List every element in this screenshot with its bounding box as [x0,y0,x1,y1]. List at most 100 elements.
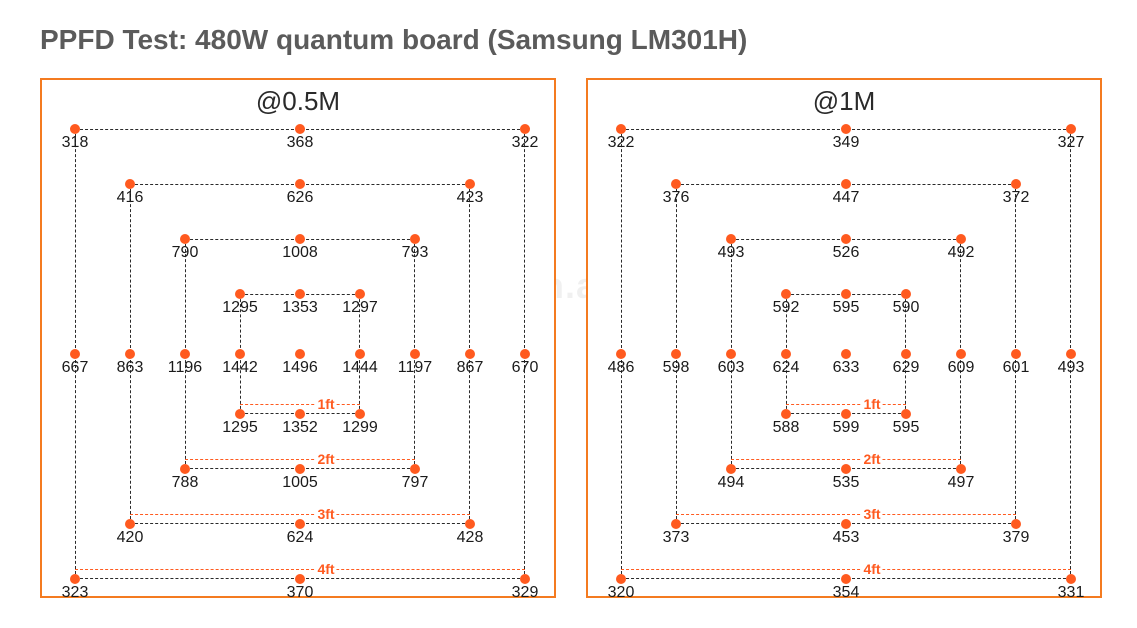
data-dot [956,234,966,244]
data-dot [295,519,305,529]
data-dot [180,464,190,474]
data-dot [841,574,851,584]
data-value: 368 [287,134,314,152]
data-value: 609 [948,359,975,377]
data-dot [1011,179,1021,189]
data-value: 1442 [222,359,258,377]
data-value: 492 [948,244,975,262]
data-dot [781,409,791,419]
panel-1m: @1M 322349327320354331486493376447372373… [586,78,1102,598]
data-value: 322 [608,134,635,152]
data-value: 486 [608,359,635,377]
data-value: 629 [893,359,920,377]
data-dot [125,349,135,359]
data-value: 1353 [282,299,318,317]
data-dot [180,349,190,359]
data-dot [295,234,305,244]
data-value: 329 [512,584,539,602]
data-dot [235,349,245,359]
data-dot [726,349,736,359]
data-value: 592 [773,299,800,317]
ft-label-4: 4ft [861,561,882,577]
panel-0-5m: @0.5M 3183683223233703296676704166264234… [40,78,556,598]
ft-line-2 [731,459,961,460]
data-value: 1005 [282,474,318,492]
data-dot [520,574,530,584]
data-value: 624 [773,359,800,377]
data-value: 590 [893,299,920,317]
data-value: 493 [1058,359,1085,377]
ft-line-2 [185,459,415,460]
data-value: 863 [117,359,144,377]
ft-label-1: 1ft [861,396,882,412]
data-value: 667 [62,359,89,377]
center-value: 633 [833,359,860,377]
data-dot [671,349,681,359]
data-value: 1197 [398,359,432,377]
data-value: 1297 [342,299,378,317]
center-dot [295,349,305,359]
data-value: 447 [833,189,860,207]
data-dot [70,349,80,359]
data-value: 379 [1003,529,1030,547]
data-value: 588 [773,419,800,437]
data-dot [295,574,305,584]
data-value: 331 [1058,584,1085,602]
data-dot [901,289,911,299]
data-dot [295,464,305,474]
panel-1m-title: @1M [813,86,876,117]
data-dot [616,124,626,134]
ft-line-1 [240,404,360,405]
data-dot [355,349,365,359]
data-dot [465,349,475,359]
plot-0-5m: 3183683223233703296676704166264234206244… [70,124,530,584]
center-value: 1496 [282,359,318,377]
data-value: 1008 [282,244,318,262]
data-value: 601 [1003,359,1030,377]
data-dot [616,349,626,359]
data-dot [465,179,475,189]
data-value: 1295 [222,419,258,437]
data-dot [726,464,736,474]
data-dot [841,409,851,419]
data-dot [355,409,365,419]
panel-0-5m-title: @0.5M [256,86,340,117]
data-value: 1299 [342,419,378,437]
data-value: 323 [62,584,89,602]
plot-1m: 3223493273203543314864933764473723734533… [616,124,1076,584]
data-value: 670 [512,359,539,377]
data-value: 526 [833,244,860,262]
data-dot [235,289,245,299]
data-dot [726,234,736,244]
ft-label-3: 3ft [315,506,336,522]
data-value: 376 [663,189,690,207]
data-dot [125,519,135,529]
data-value: 320 [608,584,635,602]
ft-line-4 [621,569,1071,570]
ft-label-3: 3ft [861,506,882,522]
data-dot [180,234,190,244]
data-value: 497 [948,474,975,492]
data-value: 624 [287,529,314,547]
data-dot [410,234,420,244]
data-value: 349 [833,134,860,152]
data-value: 318 [62,134,89,152]
data-dot [671,179,681,189]
data-dot [1066,574,1076,584]
data-value: 372 [1003,189,1030,207]
data-dot [295,409,305,419]
data-value: 354 [833,584,860,602]
ft-line-3 [130,514,470,515]
data-dot [410,464,420,474]
data-value: 595 [833,299,860,317]
data-value: 493 [718,244,745,262]
data-value: 626 [287,189,314,207]
data-value: 788 [172,474,199,492]
data-dot [841,289,851,299]
data-dot [295,289,305,299]
data-value: 867 [457,359,484,377]
data-dot [671,519,681,529]
data-value: 603 [718,359,745,377]
data-dot [901,409,911,419]
data-dot [355,289,365,299]
